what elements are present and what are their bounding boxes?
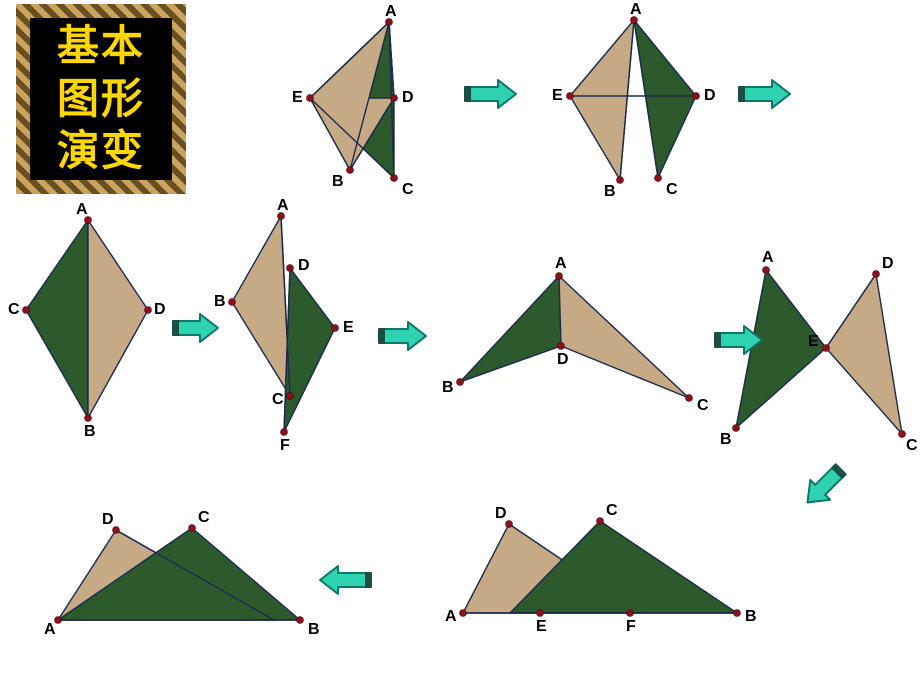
vertex-label: A	[44, 621, 56, 638]
vertex-dot	[332, 325, 339, 332]
vertex-dot	[85, 415, 92, 422]
vertex-dot	[307, 95, 314, 102]
f0: A C D B	[8, 201, 166, 440]
vertex-dot	[597, 518, 604, 525]
vertex-dot	[899, 431, 906, 438]
vertex-dot	[556, 273, 563, 280]
f4: A B D C	[442, 255, 709, 414]
diagram-canvas: ACDBAEDBCAEDBCABDECFABDCADEBCADCBEFADCB	[0, 0, 920, 690]
vertex-dot	[457, 379, 464, 386]
vertex-label: E	[808, 333, 819, 350]
vertex-dot	[617, 177, 624, 184]
arrow-icon	[378, 322, 426, 350]
f6: A D C B E F	[445, 502, 757, 635]
vertex-dot	[873, 271, 880, 278]
f2: A E D B C	[552, 1, 716, 200]
vertex-dot	[297, 617, 304, 624]
f5: A D E B C	[720, 249, 918, 454]
f1: A E D B C	[292, 3, 414, 198]
vertex-label: B	[720, 431, 732, 448]
vertex-dot	[733, 425, 740, 432]
vertex-label: E	[552, 87, 563, 104]
vertex-dot	[537, 610, 544, 617]
vertex-label: D	[882, 255, 894, 272]
vertex-dot	[460, 610, 467, 617]
vertex-label: D	[557, 351, 569, 368]
vertex-dot	[145, 307, 152, 314]
vertex-dot	[763, 267, 770, 274]
vertex-dot	[189, 525, 196, 532]
vertex-dot	[734, 610, 741, 617]
vertex-label: A	[76, 201, 88, 218]
vertex-dot	[567, 93, 574, 100]
vertex-label: C	[8, 301, 20, 318]
vertex-dot	[391, 175, 398, 182]
arrow-icon	[798, 459, 852, 513]
vertex-label: D	[298, 257, 310, 274]
vertex-label: D	[154, 301, 166, 318]
vertex-dot	[281, 429, 288, 436]
vertex-label: B	[745, 608, 757, 625]
f3: A B D E C F	[214, 197, 354, 454]
vertex-label: B	[442, 379, 454, 396]
vertex-dot	[347, 167, 354, 174]
vertex-label: A	[277, 197, 289, 214]
vertex-dot	[391, 95, 398, 102]
f7: A D C B	[44, 509, 320, 638]
vertex-dot	[287, 393, 294, 400]
vertex-dot	[627, 610, 634, 617]
arrow-icon	[172, 314, 218, 342]
vertex-dot	[655, 175, 662, 182]
vertex-label: D	[495, 505, 507, 522]
vertex-label: B	[84, 423, 96, 440]
vertex-dot	[823, 345, 830, 352]
vertex-label: A	[385, 3, 397, 20]
vertex-label: A	[762, 249, 774, 266]
vertex-label: B	[604, 183, 616, 200]
vertex-label: C	[272, 391, 284, 408]
vertex-dot	[686, 395, 693, 402]
arrow-icon	[738, 80, 790, 108]
vertex-dot	[558, 343, 565, 350]
arrow-icon	[320, 566, 372, 594]
vertex-label: E	[343, 319, 354, 336]
vertex-label: C	[402, 181, 414, 198]
vertex-label: F	[626, 618, 636, 635]
vertex-label: B	[308, 621, 320, 638]
vertex-dot	[23, 307, 30, 314]
vertex-label: D	[704, 87, 716, 104]
vertex-label: E	[292, 89, 303, 106]
vertex-label: D	[102, 511, 114, 528]
vertex-label: E	[536, 618, 547, 635]
vertex-label: D	[402, 89, 414, 106]
vertex-label: F	[280, 437, 290, 454]
vertex-label: A	[555, 255, 567, 272]
vertex-dot	[287, 265, 294, 272]
vertex-label: C	[606, 502, 618, 519]
vertex-label: A	[445, 608, 457, 625]
vertex-label: C	[906, 437, 918, 454]
vertex-dot	[229, 299, 236, 306]
vertex-label: B	[332, 173, 344, 190]
vertex-label: C	[666, 181, 678, 198]
vertex-label: C	[198, 509, 210, 526]
vertex-label: A	[630, 1, 642, 18]
vertex-label: B	[214, 293, 226, 310]
arrow-icon	[464, 80, 516, 108]
vertex-label: C	[697, 397, 709, 414]
vertex-dot	[693, 93, 700, 100]
